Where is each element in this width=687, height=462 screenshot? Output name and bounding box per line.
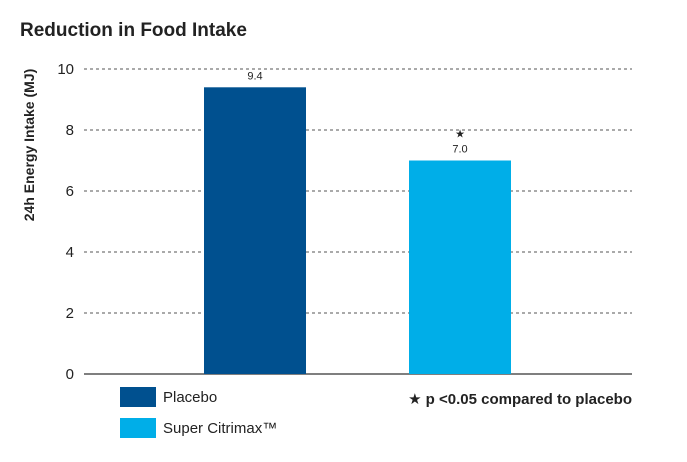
- y-tick-label: 10: [57, 61, 74, 78]
- y-axis-label: 24h Energy Intake (MJ): [21, 69, 37, 222]
- legend-swatch: [120, 418, 156, 438]
- y-tick-label: 6: [66, 183, 74, 200]
- bar-placebo: [204, 87, 306, 375]
- y-tick-label: 8: [66, 122, 74, 139]
- bar-super-citrimax: [409, 160, 511, 374]
- legend-swatch: [120, 387, 156, 407]
- y-tick-label: 0: [66, 366, 74, 383]
- y-tick-labels: 0 2 4 6 8 10: [57, 61, 74, 383]
- legend-label: Super Citrimax™: [163, 420, 277, 437]
- bars: 9.4 7.0 ★: [204, 70, 511, 375]
- significance-star: ★: [455, 129, 465, 141]
- legend: Placebo Super Citrimax™: [120, 387, 277, 438]
- chart-title: Reduction in Food Intake: [20, 20, 247, 41]
- data-label: 9.4: [247, 70, 262, 82]
- y-tick-label: 4: [66, 244, 74, 261]
- y-tick-label: 2: [66, 305, 74, 322]
- significance-note: ★ p <0.05 compared to placebo: [408, 391, 632, 408]
- data-label: 7.0: [452, 144, 467, 156]
- legend-label: Placebo: [163, 389, 217, 406]
- gridlines: [84, 68, 632, 375]
